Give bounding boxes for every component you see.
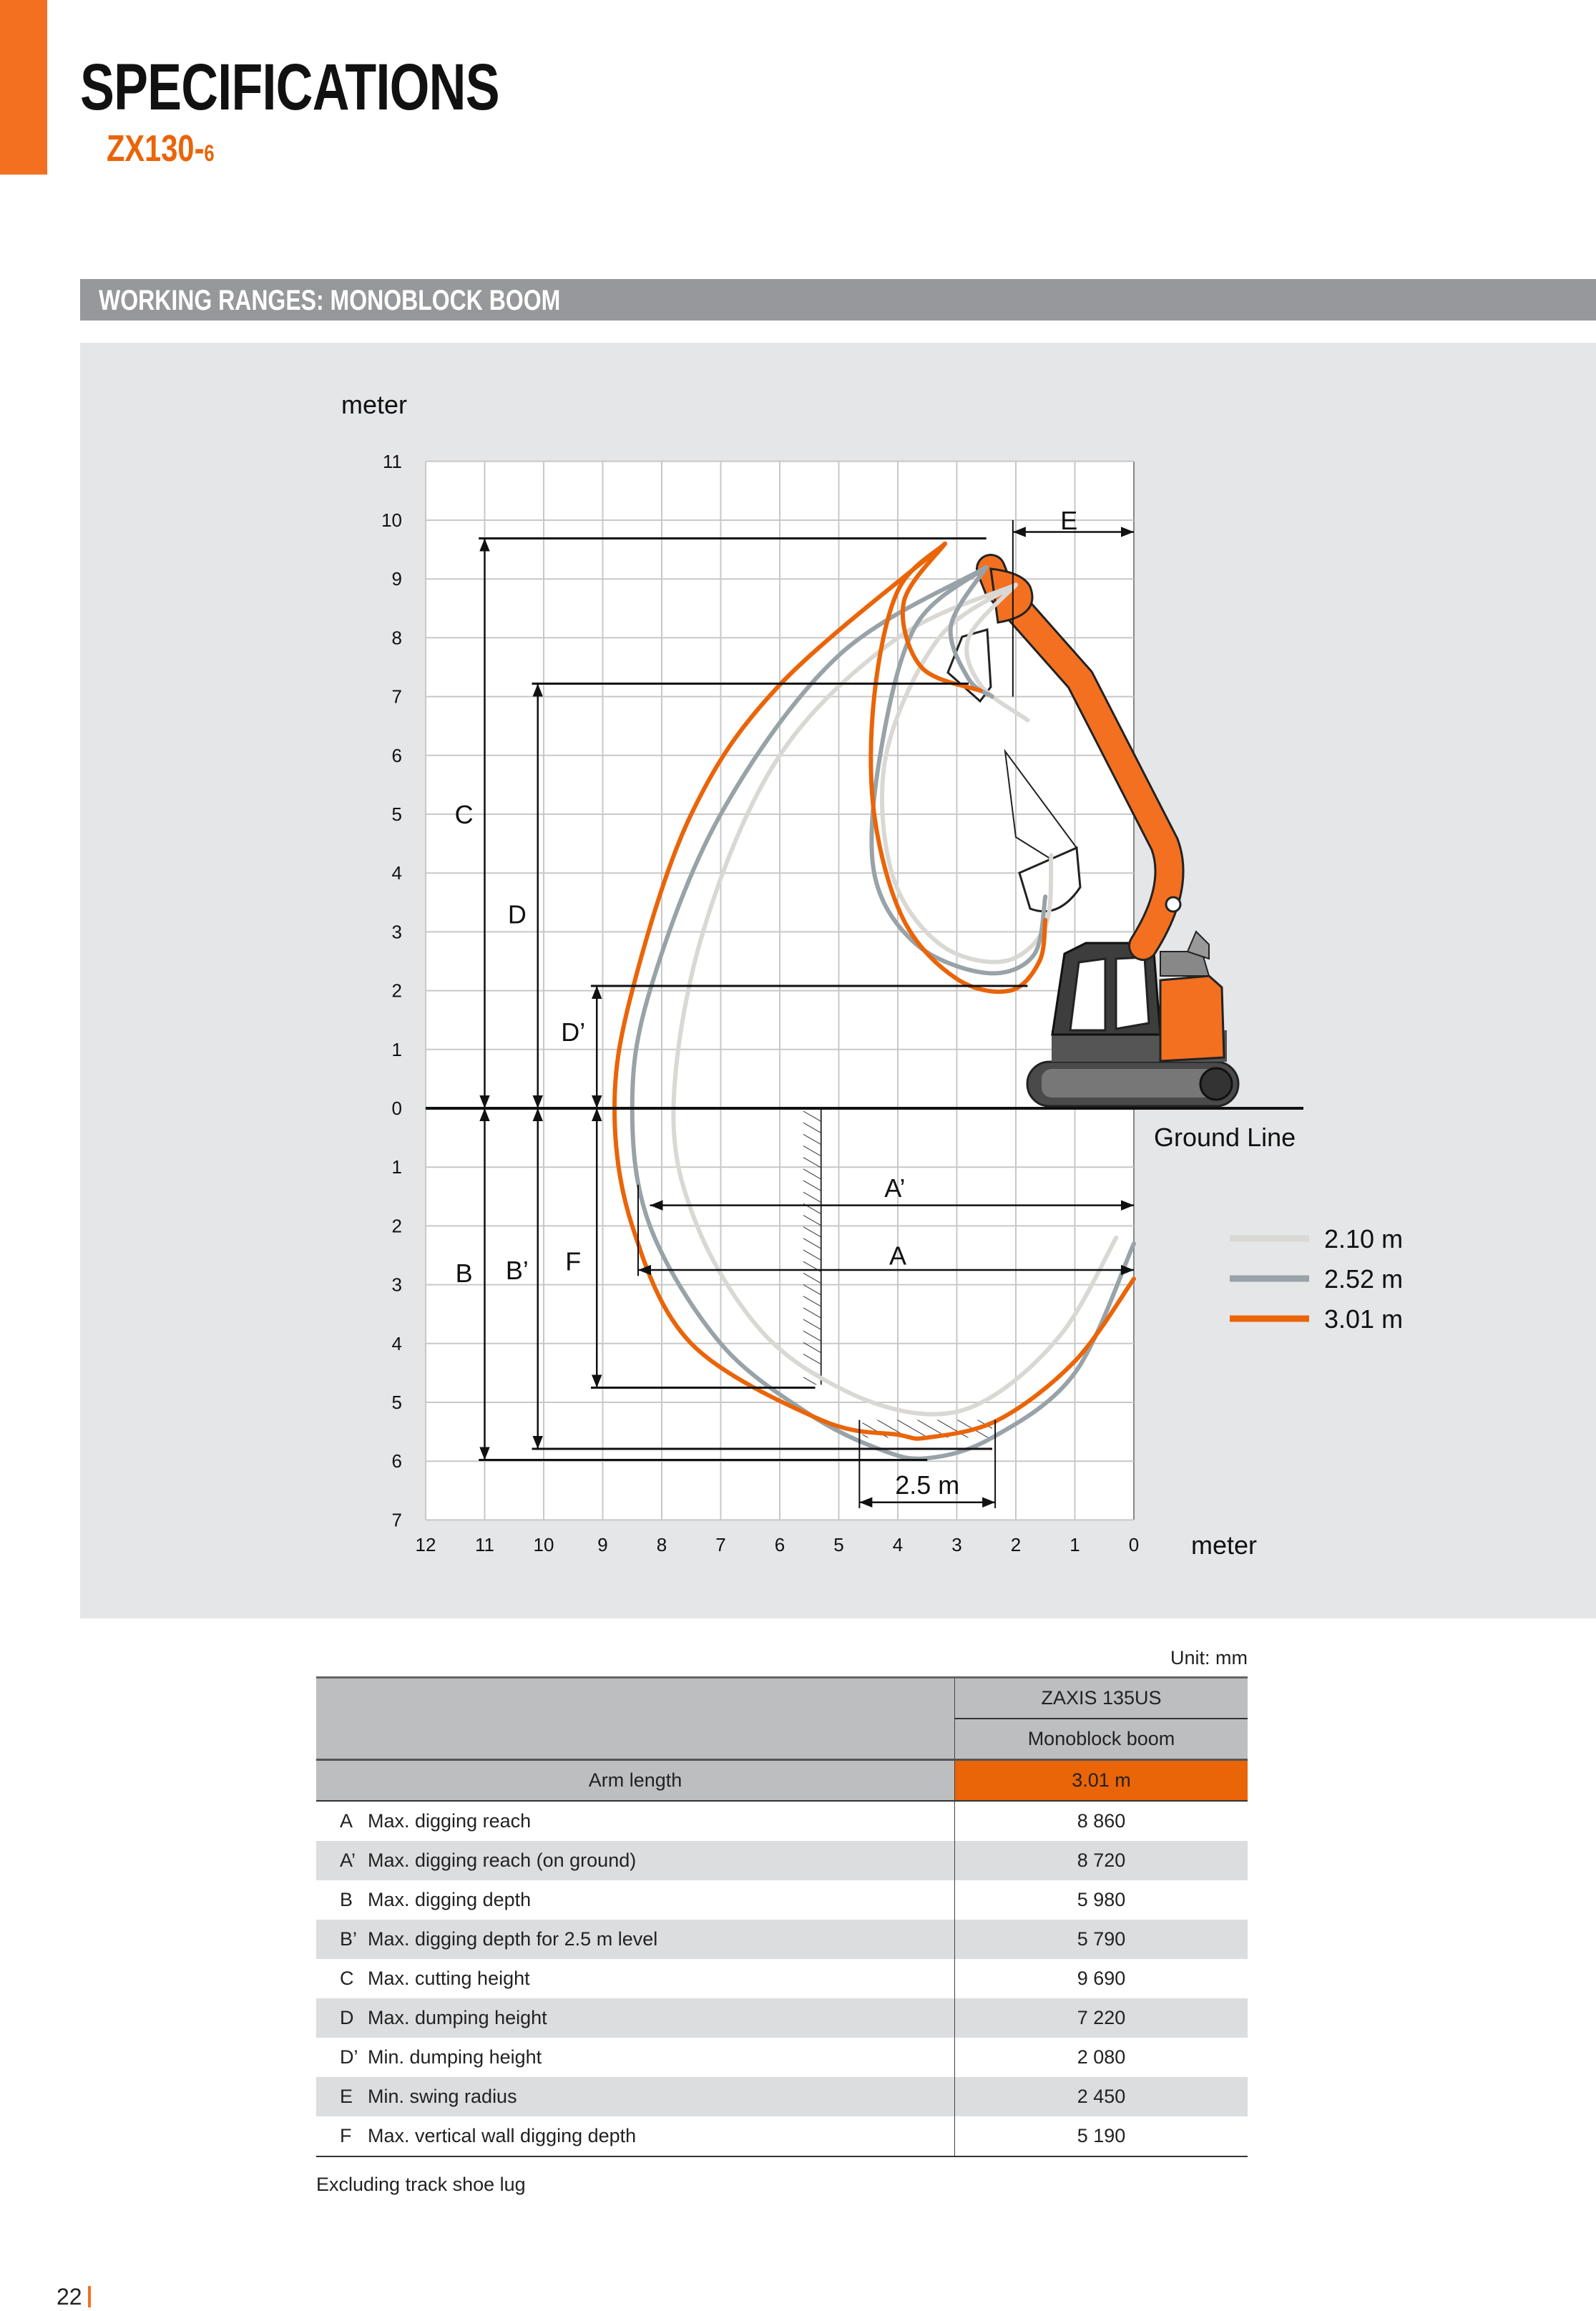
spec-label-cell: D Max. dumping height [316, 1998, 955, 2038]
spec-label: Min. swing radius [368, 2086, 517, 2107]
spec-letter: C [340, 1968, 354, 1989]
table-header-row: ZAXIS 135US [316, 1676, 1248, 1760]
table-row: C Max. cutting height 9 690 [316, 1959, 1248, 1998]
spec-label-cell: B’ Max. digging depth for 2.5 m level [316, 1920, 955, 1959]
table-row: D Max. dumping height 7 220 [316, 1998, 1248, 2038]
unit-label: Unit: mm [1170, 1647, 1248, 1668]
chart-area [80, 343, 1596, 1618]
spec-label-cell: A Max. digging reach [316, 1801, 955, 1841]
spec-value: 5 790 [954, 1920, 1248, 1959]
page-number-text: 22 [57, 2284, 82, 2310]
spec-label-cell: D’ Min. dumping height [316, 2038, 955, 2077]
spec-label: Min. dumping height [368, 2046, 542, 2068]
arm-length-value: 3.01 m [954, 1759, 1248, 1802]
spec-label: Max. dumping height [368, 2007, 547, 2028]
model-suffix: 6 [204, 140, 215, 166]
footnote: Excluding track shoe lug [316, 2174, 526, 2195]
spec-value: 7 220 [954, 1998, 1248, 2038]
model-text: ZX130- [107, 128, 205, 170]
header-blank [316, 1676, 955, 1760]
spec-label-cell: E Min. swing radius [316, 2077, 955, 2116]
table-row: B Max. digging depth 5 980 [316, 1880, 1248, 1920]
spec-value: 2 080 [954, 2038, 1248, 2077]
arm-length-row: Arm length 3.01 m [316, 1759, 1248, 1802]
spec-label-cell: F Max. vertical wall digging depth [316, 2116, 955, 2157]
section-title: WORKING RANGES: MONOBLOCK BOOM [99, 285, 561, 316]
spec-letter: D’ [340, 2046, 358, 2068]
spec-label: Max. digging depth [368, 1889, 532, 1910]
spec-value: 9 690 [954, 1959, 1248, 1998]
table-row: A’ Max. digging reach (on ground) 8 720 [316, 1841, 1248, 1880]
spec-letter: D [340, 2007, 354, 2028]
accent-bar [0, 0, 47, 175]
spec-value: 8 860 [954, 1801, 1248, 1841]
spec-value: 5 980 [954, 1880, 1248, 1920]
spec-letter: B [340, 1889, 353, 1910]
spec-label: Max. digging reach [368, 1810, 532, 1832]
spec-label-cell: B Max. digging depth [316, 1880, 955, 1920]
spec-letter: A’ [340, 1850, 356, 1871]
spec-label: Max. digging depth for 2.5 m level [368, 1928, 658, 1950]
spec-letter: E [340, 2086, 353, 2107]
spec-label-cell: A’ Max. digging reach (on ground) [316, 1841, 955, 1880]
spec-letter: B’ [340, 1928, 358, 1950]
spec-letter: F [340, 2125, 352, 2146]
spec-label: Max. digging reach (on ground) [368, 1850, 637, 1871]
spec-label-cell: C Max. cutting height [316, 1959, 955, 1998]
table-subheader-row: Monoblock boom [316, 1718, 1248, 1760]
table-row: F Max. vertical wall digging depth 5 190 [316, 2116, 1248, 2157]
table-row: A Max. digging reach 8 860 [316, 1801, 1248, 1841]
table-row: E Min. swing radius 2 450 [316, 2077, 1248, 2116]
spec-letter: A [340, 1810, 353, 1832]
boom-header: Monoblock boom [954, 1718, 1248, 1760]
spec-value: 5 190 [954, 2116, 1248, 2157]
table-row: D’ Min. dumping height 2 080 [316, 2038, 1248, 2077]
spec-value: 8 720 [954, 1841, 1248, 1880]
page-number: 22 [57, 2284, 91, 2310]
model-name: ZX130-6 [107, 127, 215, 170]
spec-table: ZAXIS 135US Monoblock boom Arm length 3.… [316, 1676, 1248, 2157]
spec-label: Max. cutting height [368, 1968, 530, 1989]
section-header: WORKING RANGES: MONOBLOCK BOOM [80, 279, 1596, 321]
spec-value: 2 450 [954, 2077, 1248, 2116]
page-number-bar [87, 2286, 91, 2307]
spec-label: Max. vertical wall digging depth [368, 2125, 637, 2146]
model-header: ZAXIS 135US [954, 1676, 1248, 1719]
arm-length-label: Arm length [316, 1759, 955, 1802]
table-row: B’ Max. digging depth for 2.5 m level 5 79… [316, 1920, 1248, 1959]
page-title: SPECIFICATIONS [80, 51, 500, 124]
